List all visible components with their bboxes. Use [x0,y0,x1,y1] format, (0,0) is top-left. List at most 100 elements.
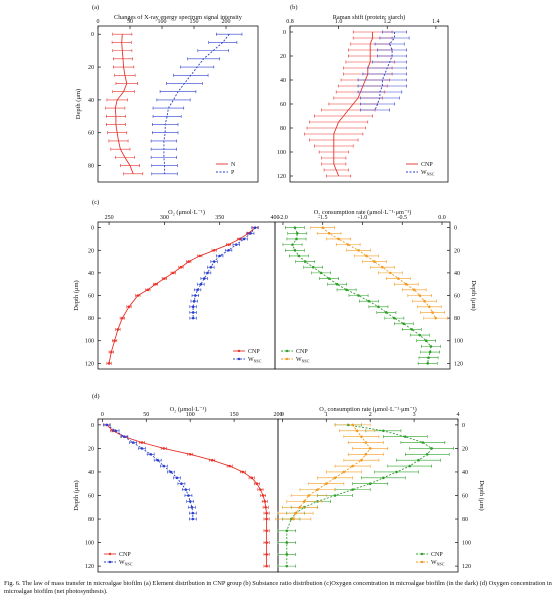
data-point [408,464,412,468]
data-point [307,494,311,497]
panel-label: (c) [92,199,99,206]
legend-marker [108,560,112,564]
data-point [345,288,348,292]
data-point [295,237,298,241]
data-point [360,435,363,438]
data-point [324,482,328,486]
legend-label: WNSC [431,560,445,567]
x-tick-label: 50 [127,19,133,25]
y-tick-label: 60 [280,102,286,108]
data-point [292,517,295,521]
y-tick-label: 80 [88,517,94,523]
data-point [192,299,196,303]
data-point [360,458,363,462]
data-point [127,305,131,309]
data-point [319,271,323,275]
x-tick-label: -2.0 [278,215,288,221]
data-point [364,441,368,444]
data-point [116,328,120,331]
x-tick-label: 1.4 [432,19,440,25]
data-point [381,265,384,269]
data-point [191,305,195,309]
y-tick-label: 40 [88,271,94,277]
data-point [368,447,372,450]
legend-label: WNSC [248,357,262,364]
data-point [297,254,301,258]
data-point [191,517,195,521]
data-point [210,458,214,462]
data-point [298,505,302,509]
data-point [389,271,392,275]
data-point [162,447,166,450]
panel-label: (d) [92,393,100,400]
data-point [402,322,406,326]
y-tick-label: 60 [454,294,460,300]
data-point [293,226,297,229]
data-point [285,564,289,568]
y-tick-label: 20 [88,446,94,452]
data-point [351,423,354,427]
data-point [294,511,297,515]
x-tick-label: -0.5 [398,215,408,221]
data-point [253,226,257,229]
data-point [321,226,325,229]
data-point [265,553,268,556]
data-point [188,453,192,456]
panel-label: (b) [290,4,298,11]
legend-label: WNSC [119,560,133,567]
x-tick-label: 100 [186,412,195,418]
data-point [428,350,432,354]
y-axis-label: Depth (μm) [470,280,477,310]
data-point [285,529,289,533]
y-tick-label: 80 [88,316,94,322]
legend-marker [285,349,289,353]
x-tick-label: 3 [413,412,416,418]
data-point [430,447,433,450]
data-point [265,541,268,544]
y-tick-label: 80 [454,316,460,322]
y-axis-label: Depth (μm) [478,480,485,510]
data-point [434,316,437,320]
data-point [191,316,195,320]
axis-title: O₂ (μmol·L⁻¹) [170,406,207,413]
x-tick-label: 250 [105,215,114,221]
x-tick-label: 0 [101,412,104,418]
y-tick-label: 40 [88,98,94,104]
plot-frame [97,221,276,370]
x-tick-label: 300 [160,215,169,221]
data-point [123,435,126,438]
series-w-nsc [102,423,197,521]
y-tick-label: 40 [88,470,94,476]
y-tick-label: 80 [88,164,94,170]
data-point [206,271,209,275]
data-point [179,265,183,269]
data-point [184,488,188,491]
y-tick-label: 40 [280,78,286,84]
y-tick-label: 20 [88,65,94,71]
x-tick-label: 100 [158,19,167,25]
y-tick-label: 0 [91,226,94,232]
series-w-nsc [357,30,410,112]
y-tick-label: 60 [88,494,94,500]
series-line [374,32,395,111]
data-point [423,299,426,303]
data-point [264,505,268,509]
x-tick-label: 1.2 [383,19,391,25]
data-point [421,441,425,444]
data-point [396,277,400,280]
data-point [263,500,267,503]
x-tick-label: 150 [190,19,199,25]
data-point [188,500,192,503]
data-point [346,243,350,246]
data-point [382,476,385,480]
chart-panel-c-left: (c) O₂ (μmol·L⁻¹) 250 300 350 400 0 20 40 60 80 100… [73,199,280,370]
axis-title: O₂ (μmol·L⁻¹) [168,209,205,216]
data-point [109,350,113,354]
y-tick-label: 60 [88,294,94,300]
data-point [335,282,339,286]
legend-label: CNP [119,552,131,558]
data-point [175,476,179,480]
chart-panel-a: (a) Changes of X-ray energy spectrum sign… [75,4,259,183]
data-point [187,260,191,263]
plot-frame [97,25,259,183]
